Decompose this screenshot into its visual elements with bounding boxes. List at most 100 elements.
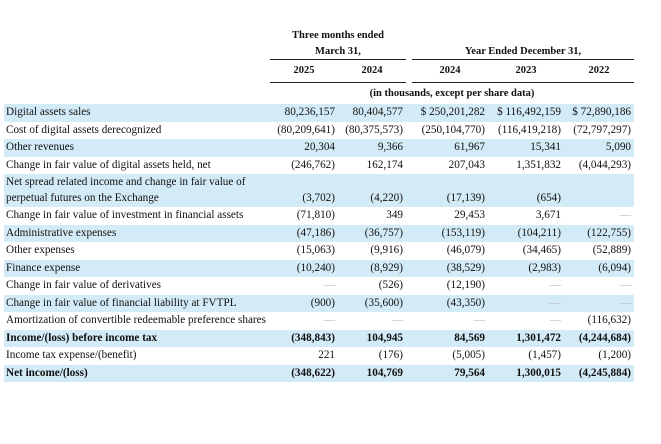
cell: (43,350)	[412, 294, 488, 312]
cell: (104,211)	[488, 224, 564, 242]
cell: (348,622)	[270, 364, 338, 382]
row-label: Change in fair value of derivatives	[6, 279, 162, 291]
gap	[406, 174, 412, 207]
cell: (52,889)	[592, 244, 632, 256]
cell: $ 72,890,186	[564, 104, 635, 122]
cell: 80,236,157	[270, 104, 338, 122]
gap	[406, 329, 412, 347]
cell: $ 250,201,282	[412, 104, 488, 122]
cell: (526)	[378, 279, 403, 291]
cell: 79,564	[412, 364, 488, 382]
cell: (47,186)	[270, 224, 338, 242]
table-row: Change in fair value of investment in fi…	[4, 207, 634, 225]
cell: —	[391, 314, 403, 326]
cell: —	[619, 209, 632, 221]
cell: (80,375,573)	[345, 123, 403, 136]
row-label: Administrative expenses	[4, 224, 270, 242]
cell: —	[323, 279, 335, 291]
cell: 1,351,832	[516, 158, 561, 171]
year: 2023	[488, 59, 564, 83]
table-row: Amortization of convertible redeemable p…	[4, 312, 634, 330]
row-label: Change in fair value of digital assets h…	[6, 158, 211, 171]
year: 2024	[338, 59, 406, 83]
cell: 221	[318, 349, 335, 361]
year: 2024	[412, 59, 488, 83]
cell: (4,244,684)	[564, 329, 635, 347]
row-label: Finance expense	[4, 259, 270, 277]
table-row: Administrative expenses (47,186) (36,757) (…	[4, 224, 635, 242]
group-header: Year Ended December 31,	[464, 45, 582, 57]
cell: 162,174	[366, 158, 403, 171]
table-row: Other expenses (15,063) (9,916) (46,079) (34…	[4, 242, 634, 260]
cell: (46,079)	[446, 244, 485, 256]
cell: (2,983)	[488, 259, 564, 277]
cell: (900)	[270, 294, 338, 312]
table-row: Change in fair value of derivatives — (526…	[4, 277, 634, 295]
group-header: Three months ended March 31,	[292, 30, 384, 57]
cell: $ 116,492,159	[488, 104, 564, 122]
row-label: Change in fair value of investment in fi…	[6, 209, 244, 221]
gap	[406, 224, 412, 242]
cell: (35,600)	[338, 294, 406, 312]
cell: (10,240)	[270, 259, 338, 277]
cell: (246,762)	[291, 158, 335, 171]
table-row: Net income/(loss) (348,622) 104,769 79,564 1…	[4, 364, 635, 382]
statement: Three months ended March 31, Year Ended …	[4, 28, 635, 382]
cell: (15,063)	[296, 244, 335, 256]
row-label: Net income/(loss)	[4, 364, 270, 382]
cell: (9,916)	[370, 244, 403, 256]
row-label: Amortization of convertible redeemable p…	[6, 314, 266, 326]
gap	[406, 294, 412, 312]
cell: —	[619, 279, 632, 291]
cell: (116,632)	[587, 314, 632, 326]
cell: 3,671	[535, 209, 561, 221]
year-row: 2025 2024 2024 2023 2022	[4, 59, 635, 83]
cell: 80,404,577	[338, 104, 406, 122]
cell: 15,341	[488, 139, 564, 157]
row-label: Income/(loss) before income tax	[4, 329, 270, 347]
row-label: Digital assets sales	[4, 104, 270, 122]
row-label: Other expenses	[6, 244, 75, 256]
cell: 349	[386, 209, 403, 221]
cell: —	[473, 314, 485, 326]
cell: 104,945	[338, 329, 406, 347]
gap	[406, 259, 412, 277]
cell: 61,967	[412, 139, 488, 157]
cell: (17,139)	[412, 174, 488, 207]
income-table: Three months ended March 31, Year Ended …	[4, 28, 635, 382]
cell: (38,529)	[412, 259, 488, 277]
cell: (34,465)	[522, 244, 561, 256]
gap	[406, 139, 412, 157]
table-row: Change in fair value of digital assets h…	[4, 157, 634, 175]
units-row: (in thousands, except per share data)	[4, 82, 634, 104]
table-row: Income/(loss) before income tax (348,843)…	[4, 329, 635, 347]
cell: (72,797,297)	[573, 123, 632, 136]
cell: (4,220)	[338, 174, 406, 207]
cell: (122,755)	[564, 224, 635, 242]
cell: (4,245,884)	[564, 364, 635, 382]
group-header-row: Three months ended March 31, Year Ended …	[4, 28, 634, 60]
table-row: Digital assets sales 80,236,157 80,404,577…	[4, 104, 635, 122]
table-row: Finance expense (10,240) (8,929) (38,529) (2…	[4, 259, 635, 277]
cell: 1,300,015	[488, 364, 564, 382]
year: 2022	[564, 59, 635, 83]
table-row: Income tax expense/(benefit) 221 (176) (5,0…	[4, 347, 634, 365]
row-label: Net spread related income and change in …	[4, 174, 270, 207]
cell: (6,094)	[564, 259, 635, 277]
gap	[406, 104, 412, 122]
table-row: Other revenues 20,304 9,366 61,967 15,341 5,0…	[4, 139, 635, 157]
cell: 84,569	[412, 329, 488, 347]
cell: —	[549, 314, 561, 326]
cell: (3,702)	[270, 174, 338, 207]
cell: (250,104,770)	[421, 123, 485, 136]
cell: 5,090	[564, 139, 635, 157]
row-label: Other revenues	[4, 139, 270, 157]
row-label: Cost of digital assets derecognized	[6, 123, 162, 136]
cell: —	[323, 314, 335, 326]
cell: (654)	[488, 174, 564, 207]
cell: —	[564, 294, 635, 312]
cell	[564, 174, 635, 207]
cell: 29,453	[454, 209, 485, 221]
cell: (8,929)	[338, 259, 406, 277]
cell: (80,209,641)	[277, 123, 335, 136]
